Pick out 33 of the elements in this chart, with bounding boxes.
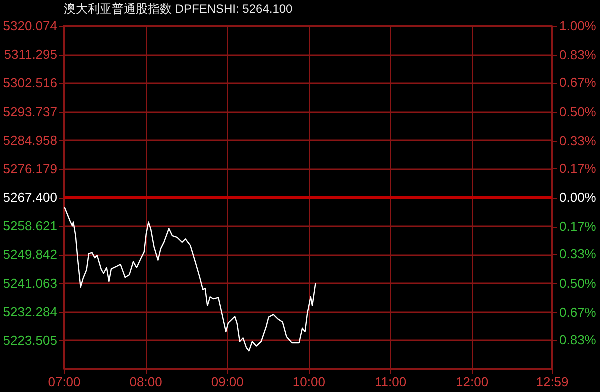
y-tick-label: 5302.516	[3, 76, 58, 91]
y-tick-label: 5276.179	[3, 161, 58, 176]
y2-tick-label: 0.33%	[560, 133, 597, 148]
y2-tick-label: 0.83%	[560, 332, 597, 348]
y-tick-label: 5249.842	[3, 247, 58, 262]
x-tick-label: 08:00	[130, 374, 162, 390]
chart-title: 澳大利亚普通股指数 DPFENSHI: 5264.100	[64, 2, 294, 16]
x-tick-label: 09:00	[211, 374, 244, 390]
y2-tick-label: 0.67%	[560, 75, 597, 90]
y-tick-label: 5258.621	[3, 218, 58, 234]
x-tick-label: 07:00	[48, 374, 81, 390]
y2-tick-label: 0.17%	[560, 219, 597, 234]
y-tick-label: 5284.958	[3, 132, 58, 148]
y-tick-label: 5232.284	[3, 304, 58, 320]
y2-tick-label: 0.33%	[560, 246, 597, 262]
x-tick-label: 12:00	[456, 374, 489, 390]
y2-tick-label: 1.00%	[560, 18, 597, 34]
y-tick-label: 5293.737	[3, 104, 58, 120]
y2-tick-label: 0.17%	[560, 160, 597, 176]
y-tick-label: 5241.063	[3, 276, 58, 291]
y2-tick-label: 0.50%	[560, 104, 597, 120]
y-tick-label: 5223.505	[3, 332, 58, 348]
y2-tick-label: 0.50%	[560, 276, 597, 291]
line-series	[64, 206, 316, 352]
y2-tick-label: 0.83%	[560, 48, 597, 63]
x-tick-label: 12:59	[536, 374, 569, 390]
y2-tick-label: 0.00%	[560, 190, 597, 205]
y-tick-label: 5311.295	[4, 47, 58, 62]
x-tick-label: 10:00	[292, 374, 326, 390]
y-tick-label: 5320.074	[3, 18, 58, 34]
x-tick-label: 11:00	[374, 374, 407, 390]
y-tick-label: 5267.400	[3, 190, 58, 205]
y2-tick-label: 0.67%	[560, 304, 597, 320]
